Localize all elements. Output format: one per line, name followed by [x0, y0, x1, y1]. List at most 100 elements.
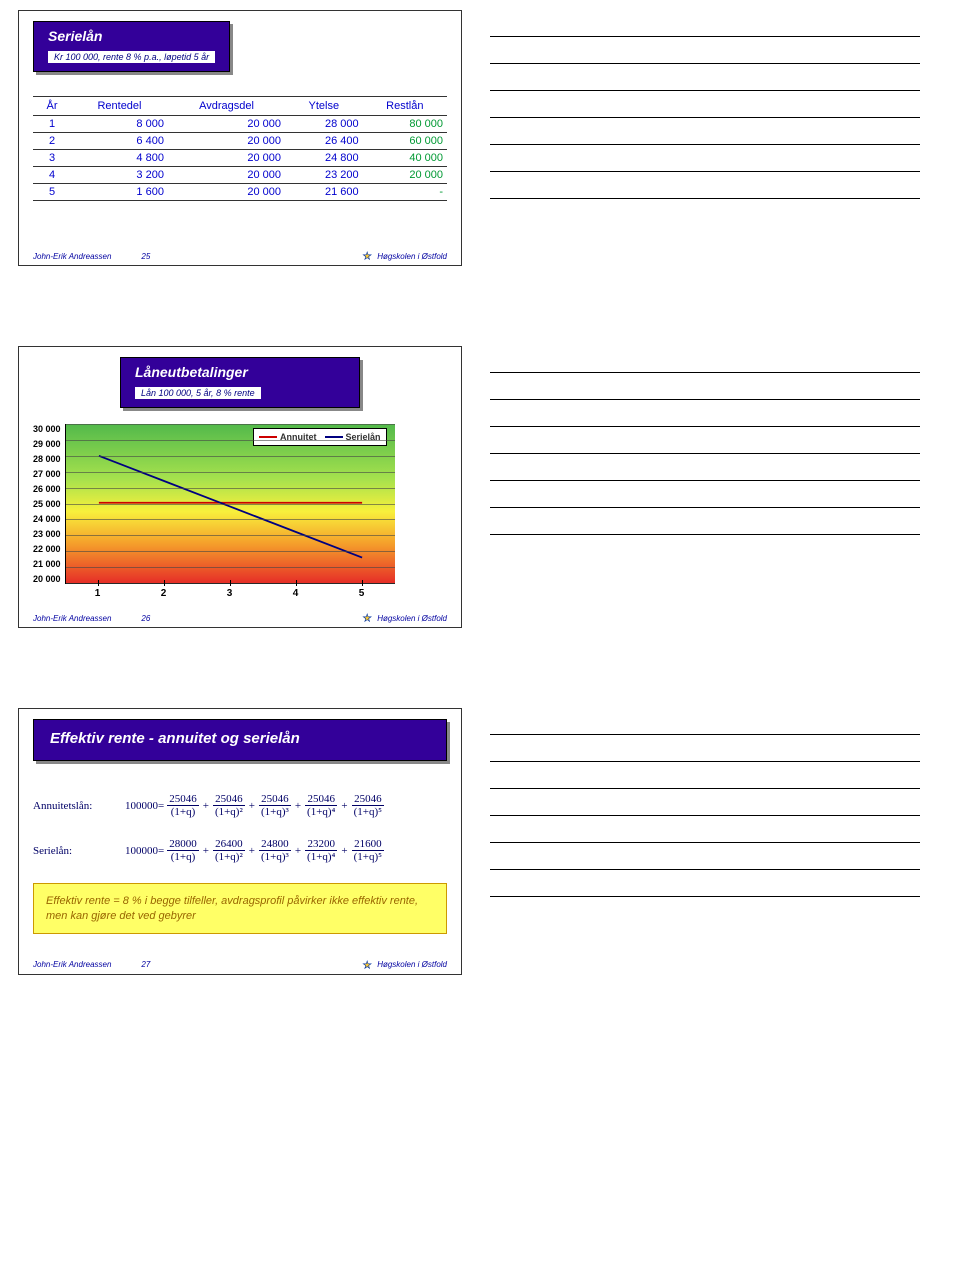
x-tick-label: 4: [293, 588, 299, 599]
table-cell: 20 000: [168, 133, 285, 150]
table-cell: 1: [33, 116, 71, 133]
y-tick-label: 28 000: [33, 454, 61, 464]
footer-author: John-Erik Andreassen: [33, 614, 111, 623]
fraction-num: 25046: [305, 793, 337, 806]
table-cell: 2: [33, 133, 71, 150]
notes-area-2: [480, 346, 960, 628]
slide1-title: Serielån: [48, 28, 215, 44]
table-header: År: [33, 97, 71, 116]
footer-inst: Høgskolen i Østfold: [377, 960, 447, 969]
table-cell: 23 200: [285, 167, 363, 184]
table-row: 51 60020 00021 600-: [33, 184, 447, 201]
slide3-title: Effektiv rente - annuitet og serielån: [50, 730, 430, 747]
table-row: 43 20020 00023 20020 000: [33, 167, 447, 184]
fraction-den: (1+q)²: [213, 851, 245, 863]
gridline: [66, 504, 395, 505]
plus-icon: +: [202, 845, 210, 857]
y-tick-label: 25 000: [33, 499, 61, 509]
table-cell: 80 000: [363, 116, 447, 133]
note-line: [490, 145, 920, 172]
fraction-den: (1+q)⁴: [305, 806, 337, 818]
formula-lhs: 100000=: [125, 845, 164, 857]
slide-formula: Effektiv rente - annuitet og serielån An…: [18, 708, 462, 975]
table-cell: 20 000: [168, 184, 285, 201]
y-tick-label: 29 000: [33, 439, 61, 449]
gridline: [66, 456, 395, 457]
fraction: 24800(1+q)³: [259, 838, 291, 863]
note-line: [490, 870, 920, 897]
gridline: [66, 472, 395, 473]
table-header: Avdragsdel: [168, 97, 285, 116]
note-line: [490, 481, 920, 508]
fraction-num: 24800: [259, 838, 291, 851]
fraction: 21600(1+q)⁵: [352, 838, 384, 863]
fraction: 25046(1+q)³: [259, 793, 291, 818]
note-line: [490, 508, 920, 535]
table-cell: 8 000: [71, 116, 168, 133]
note-line: [490, 400, 920, 427]
table-cell: 6 400: [71, 133, 168, 150]
table-header: Rentedel: [71, 97, 168, 116]
fraction-den: (1+q)³: [259, 851, 291, 863]
fraction: 23200(1+q)⁴: [305, 838, 337, 863]
fraction-den: (1+q)⁴: [305, 851, 337, 863]
table-cell: 4 800: [71, 150, 168, 167]
table-row: 26 40020 00026 40060 000: [33, 133, 447, 150]
slide1-footer: John-Erik Andreassen 25 Høgskolen i Østf…: [33, 251, 447, 261]
note-line: [490, 172, 920, 199]
slide3-footer: John-Erik Andreassen 27 Høgskolen i Østf…: [33, 960, 447, 970]
footer-author: John-Erik Andreassen: [33, 960, 111, 969]
formula-serielan: Serielån: 100000=28000(1+q)+26400(1+q)²+…: [33, 838, 447, 863]
note-line: [490, 346, 920, 373]
legend: Annuitet Serielån: [253, 428, 387, 446]
fraction-num: 28000: [167, 838, 199, 851]
y-tick-label: 20 000: [33, 574, 61, 584]
plus-icon: +: [294, 800, 302, 812]
y-tick-label: 23 000: [33, 529, 61, 539]
fraction-den: (1+q)³: [259, 806, 291, 818]
y-tick-label: 21 000: [33, 559, 61, 569]
slide-table: Serielån Kr 100 000, rente 8 % p.a., løp…: [18, 10, 462, 266]
plot-area: Annuitet Serielån: [65, 424, 395, 584]
note-box: Effektiv rente = 8 % i begge tilfeller, …: [33, 883, 447, 934]
table-cell: 26 400: [285, 133, 363, 150]
x-tick-label: 1: [95, 588, 101, 599]
y-tick-label: 22 000: [33, 544, 61, 554]
table-cell: 3: [33, 150, 71, 167]
y-tick-label: 27 000: [33, 469, 61, 479]
table-cell: 4: [33, 167, 71, 184]
table-cell: 20 000: [363, 167, 447, 184]
formula-block: Annuitetslån: 100000=25046(1+q)+25046(1+…: [33, 793, 447, 863]
note-line: [490, 762, 920, 789]
footer-inst: Høgskolen i Østfold: [377, 614, 447, 623]
loan-table: ÅrRentedelAvdragsdelYtelseRestlån 18 000…: [33, 96, 447, 201]
x-tick-label: 5: [359, 588, 365, 599]
note-line: [490, 454, 920, 481]
fraction: 25046(1+q)²: [213, 793, 245, 818]
x-tick: [98, 580, 99, 586]
slide2-title: Låneutbetalinger: [135, 364, 345, 380]
fraction-den: (1+q): [169, 851, 198, 863]
plus-icon: +: [294, 845, 302, 857]
slide2-footer: John-Erik Andreassen 26 Høgskolen i Østf…: [33, 613, 447, 623]
fraction: 26400(1+q)²: [213, 838, 245, 863]
gridline: [66, 551, 395, 552]
table-cell: 20 000: [168, 116, 285, 133]
x-tick: [362, 580, 363, 586]
legend-swatch-serielan: [325, 436, 343, 438]
table-row: 18 00020 00028 00080 000: [33, 116, 447, 133]
table-cell: 28 000: [285, 116, 363, 133]
fraction-num: 25046: [352, 793, 384, 806]
note-line: [490, 64, 920, 91]
fraction-den: (1+q)²: [213, 806, 245, 818]
note-line: [490, 789, 920, 816]
slide1-header: Serielån Kr 100 000, rente 8 % p.a., løp…: [33, 21, 230, 72]
fraction-num: 25046: [167, 793, 199, 806]
legend-swatch-annuitet: [259, 436, 277, 438]
fraction: 25046(1+q)⁵: [352, 793, 384, 818]
x-tick-label: 2: [161, 588, 167, 599]
fraction-num: 25046: [259, 793, 291, 806]
table-cell: 24 800: [285, 150, 363, 167]
plus-icon: +: [248, 845, 256, 857]
note-line: [490, 118, 920, 145]
